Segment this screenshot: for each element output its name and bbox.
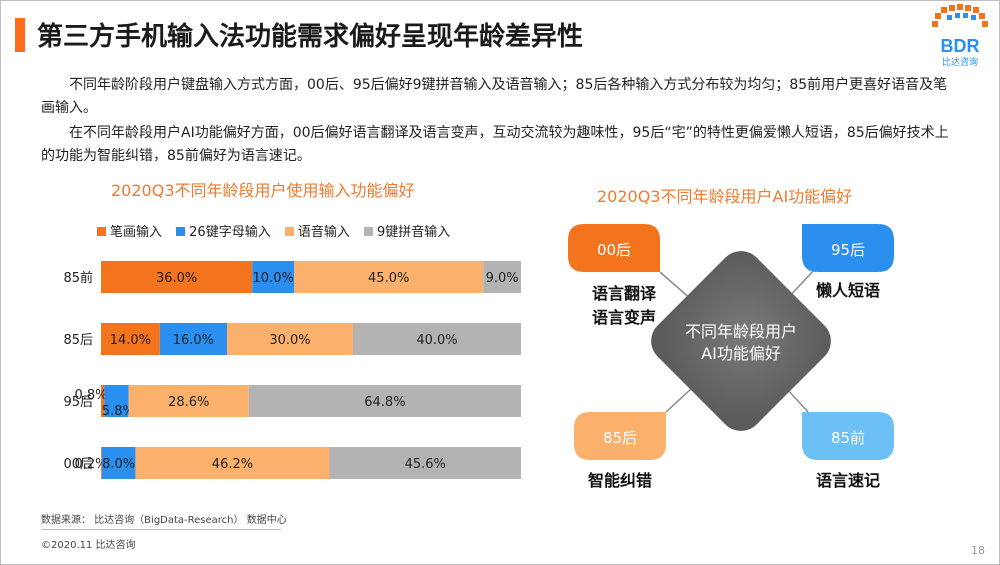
legend-swatch xyxy=(176,227,186,236)
page-number: 18 xyxy=(971,544,985,557)
age-group-label: 95后 xyxy=(831,241,865,259)
age-group-box xyxy=(568,224,660,272)
divider xyxy=(41,529,281,530)
legend-swatch xyxy=(97,227,106,236)
age-group-box xyxy=(574,412,666,460)
bar-segment xyxy=(294,261,484,293)
bar-segment xyxy=(101,261,253,293)
bar-segment xyxy=(248,385,521,417)
legend-item: 笔画输入 xyxy=(97,221,162,240)
page-title: 第三方手机输入法功能需求偏好呈现年龄差异性 xyxy=(37,22,584,52)
bar-chart-title: 2020Q3不同年龄段用户使用输入功能偏好 xyxy=(111,181,415,200)
center-diamond xyxy=(651,251,831,431)
legend-swatch xyxy=(284,227,294,236)
category-label: 95后 xyxy=(63,395,93,410)
diagram-title: 2020Q3不同年龄段用户AI功能偏好 xyxy=(597,187,853,206)
logo-text: BDR xyxy=(941,36,980,56)
copyright: ©2020.11 比达咨询 xyxy=(41,540,136,551)
center-label: 不同年龄段用户 xyxy=(685,322,797,341)
data-label: 8.0% xyxy=(102,457,135,472)
data-source: 数据来源： 比达咨询（BigData-Research） 数据中心 xyxy=(41,515,287,526)
data-label: 30.0% xyxy=(269,333,310,348)
bar-segment xyxy=(483,261,521,293)
data-label: 10.0% xyxy=(253,271,294,286)
data-label: 45.0% xyxy=(368,271,409,286)
legend-item: 26键字母输入 xyxy=(176,221,271,240)
data-label: 28.6% xyxy=(168,395,209,410)
age-group-label: 85后 xyxy=(603,429,637,447)
stacked-bar-chart: 85前 36.0% 10.0% 45.0% 9.0% 85后 14.0% 16.0% 30.0%… xyxy=(63,261,521,479)
title-accent-bar xyxy=(15,18,25,52)
bar-segment xyxy=(159,323,227,355)
legend-item: 9键拼音输入 xyxy=(364,221,450,240)
bar-segment xyxy=(101,323,160,355)
category-label: 85后 xyxy=(63,333,93,348)
data-label: 14.0% xyxy=(110,333,151,348)
bar-segment xyxy=(101,385,105,417)
age-group-label: 00后 xyxy=(597,241,631,259)
summary-paragraph-1: 不同年龄阶段用户键盘输入方式方面，00后、95后偏好9键拼音输入及语音输入；85… xyxy=(41,77,948,116)
age-group-box xyxy=(802,224,894,272)
bar-segment xyxy=(104,385,129,417)
preference-label: 语言变声 xyxy=(592,308,656,327)
legend-label: 语音输入 xyxy=(297,225,350,240)
legend-label: 26键字母输入 xyxy=(189,225,271,240)
bdr-logo: BDR 比达咨询 xyxy=(932,4,988,68)
bar-segment xyxy=(353,323,521,355)
age-group-box xyxy=(802,412,894,460)
bar-segment xyxy=(227,323,353,355)
data-label: 9.0% xyxy=(486,271,519,286)
logo-subtext: 比达咨询 xyxy=(942,56,978,68)
preference-label: 智能纠错 xyxy=(588,471,652,490)
bar-segment xyxy=(101,447,136,479)
center-label: AI功能偏好 xyxy=(701,344,781,363)
data-label: 5.8% xyxy=(102,404,135,419)
preference-label: 懒人短语 xyxy=(816,281,880,300)
category-label: 00后 xyxy=(63,457,93,472)
summary-paragraph-2: 在不同年龄段用户AI功能偏好方面，00后偏好语言翻译及语言变声，互动交流较为趣味… xyxy=(41,125,949,164)
data-label: 40.0% xyxy=(416,333,457,348)
data-label: 0.8% xyxy=(74,388,107,403)
data-label: 64.8% xyxy=(364,395,405,410)
bar-segment xyxy=(329,447,521,479)
bar-segment xyxy=(135,447,330,479)
bar-segment xyxy=(101,447,102,479)
data-label: 36.0% xyxy=(156,271,197,286)
bar-segment xyxy=(128,385,249,417)
category-label: 85前 xyxy=(63,270,93,286)
data-label: 16.0% xyxy=(173,333,214,348)
legend-label: 笔画输入 xyxy=(110,225,163,240)
chart-legend: 笔画输入 26键字母输入 语音输入 9键拼音输入 xyxy=(97,221,460,240)
preference-label: 语言速记 xyxy=(816,471,880,490)
legend-item: 语音输入 xyxy=(284,221,350,240)
preference-label: 语言翻译 xyxy=(592,284,657,303)
data-label: 0.2% xyxy=(74,457,107,472)
legend-label: 9键拼音输入 xyxy=(377,225,451,240)
legend-swatch xyxy=(364,227,373,236)
data-label: 45.6% xyxy=(405,457,446,472)
age-group-label: 85前 xyxy=(831,429,865,447)
bar-segment xyxy=(252,261,295,293)
data-label: 46.2% xyxy=(212,457,253,472)
